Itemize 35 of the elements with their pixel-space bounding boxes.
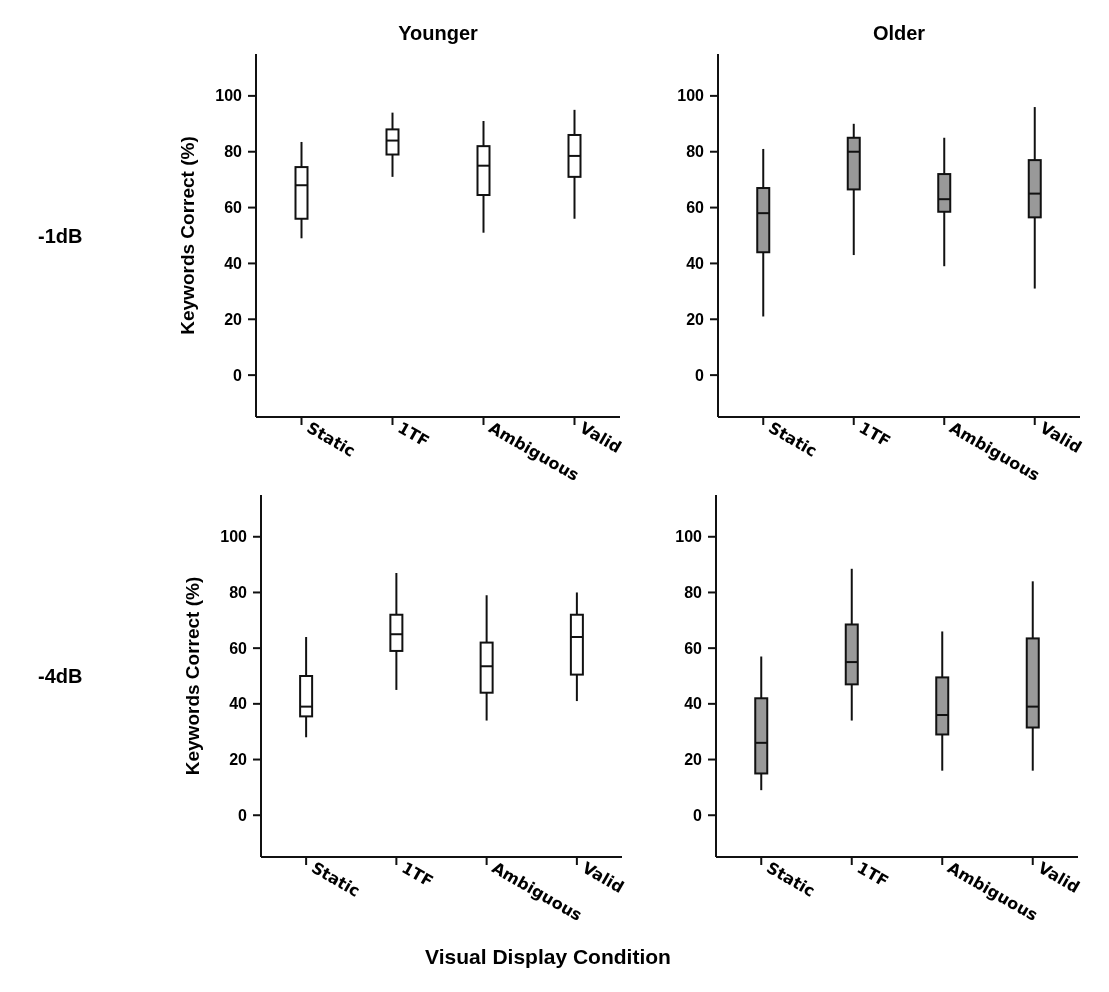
y-tick-label: 80 xyxy=(229,584,248,602)
y-tick-label: 60 xyxy=(229,639,248,657)
y-axis-title: Keywords Correct (%) xyxy=(177,136,198,335)
y-tick-label: 0 xyxy=(695,366,705,384)
y-tick-label: 0 xyxy=(693,806,703,824)
y-tick-label: 0 xyxy=(238,806,248,824)
y-tick-label: 100 xyxy=(215,87,243,105)
y-tick-label: 80 xyxy=(224,143,243,161)
y-tick-label: 80 xyxy=(684,584,703,602)
y-tick-label: 60 xyxy=(684,639,703,657)
x-tick-label: 1TF xyxy=(853,858,892,891)
y-tick-label: 20 xyxy=(224,310,243,328)
x-axis-title: Visual Display Condition xyxy=(425,945,671,968)
chart-title: Older xyxy=(872,22,926,44)
text: -4dB xyxy=(38,665,83,687)
y-tick-label: 100 xyxy=(677,87,705,105)
y-tick-label: 80 xyxy=(686,143,705,161)
y-tick-label: 20 xyxy=(686,310,705,328)
chart-title: Younger xyxy=(398,22,479,44)
y-tick-label: 60 xyxy=(686,199,705,217)
y-tick-label: 40 xyxy=(686,255,705,273)
x-tick-label: 1TF xyxy=(398,858,437,891)
y-tick-label: 100 xyxy=(220,528,248,546)
y-tick-label: 20 xyxy=(229,751,248,769)
y-tick-label: 0 xyxy=(233,366,243,384)
y-tick-label: 60 xyxy=(224,199,243,217)
text: -1dB xyxy=(38,224,83,247)
x-tick-label: 1TF xyxy=(394,418,433,451)
x-tick-label: 1TF xyxy=(855,418,894,451)
y-tick-label: 40 xyxy=(224,255,243,273)
y-tick-label: 100 xyxy=(675,528,703,546)
y-tick-label: 20 xyxy=(684,751,703,769)
y-tick-label: 40 xyxy=(684,695,703,713)
y-tick-label: 40 xyxy=(229,695,248,713)
y-axis-title: Keywords Correct (%) xyxy=(182,576,203,776)
